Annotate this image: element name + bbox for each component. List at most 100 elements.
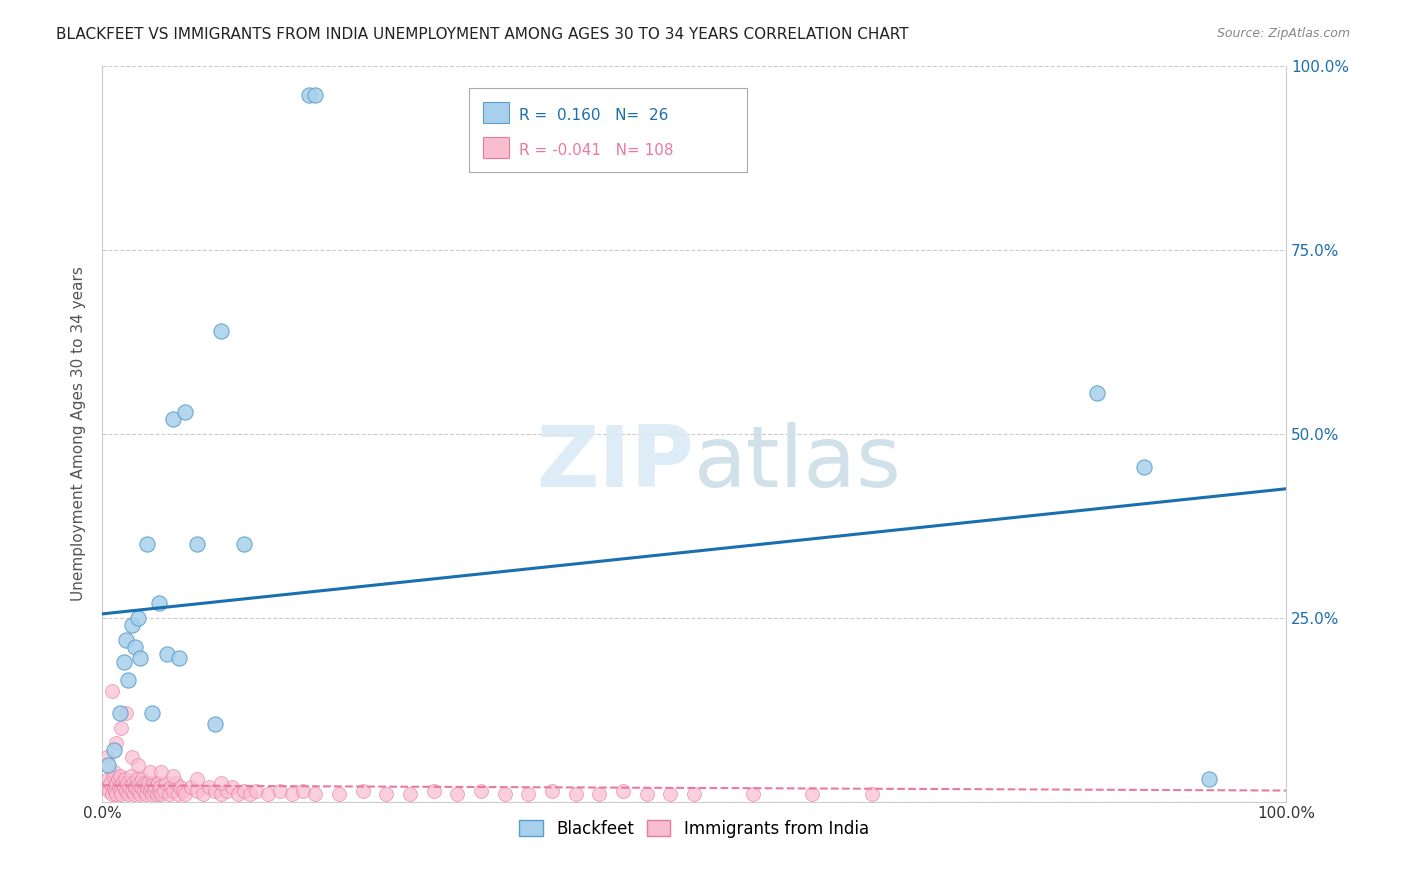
Text: ZIP: ZIP [536,422,695,505]
Point [683,787,706,801]
Y-axis label: Unemployment Among Ages 30 to 34 years: Unemployment Among Ages 30 to 34 years [72,266,86,601]
Point [162,783,184,797]
Point [127,783,149,797]
Point [152,783,174,797]
Point [105,776,128,790]
Point [1198,772,1220,787]
Point [186,783,208,797]
Point [860,787,883,801]
Legend: Blackfeet, Immigrants from India: Blackfeet, Immigrants from India [513,814,876,845]
Point [209,324,232,338]
Point [197,780,219,794]
Point [138,765,160,780]
Point [801,787,824,801]
Text: Source: ZipAtlas.com: Source: ZipAtlas.com [1216,27,1350,40]
Point [104,783,127,797]
Point [141,787,163,801]
Point [129,780,152,794]
Point [110,787,132,801]
Point [128,776,150,790]
Point [257,787,280,801]
Point [298,88,321,103]
Point [103,743,125,757]
Point [215,783,238,797]
Point [186,537,208,551]
Point [1133,459,1156,474]
Point [165,776,187,790]
Point [124,780,146,794]
Point [470,783,492,797]
Point [172,783,194,797]
Point [103,780,125,794]
Text: R =  0.160   N=  26: R = 0.160 N= 26 [519,108,668,123]
Point [125,772,148,787]
Point [145,787,167,801]
Point [124,640,146,654]
Point [105,736,128,750]
Point [204,717,226,731]
Point [103,765,125,780]
Point [233,537,256,551]
Point [129,787,152,801]
Point [115,783,138,797]
Point [157,787,180,801]
Point [186,772,208,787]
Point [107,780,129,794]
Point [399,787,422,801]
Point [145,780,167,794]
Point [122,776,145,790]
Point [115,706,138,721]
Point [517,787,540,801]
Point [122,787,145,801]
Point [328,787,350,801]
Bar [484,136,509,158]
Point [127,610,149,624]
Point [108,706,131,721]
Point [742,787,765,801]
Point [112,655,135,669]
Point [304,787,326,801]
Point [174,404,197,418]
Text: R = -0.041   N= 108: R = -0.041 N= 108 [519,143,673,158]
Point [191,787,214,801]
Point [422,783,444,797]
Point [209,776,232,790]
Point [121,750,143,764]
Point [564,787,586,801]
Point [129,651,152,665]
Point [134,776,156,790]
Point [160,780,183,794]
Point [142,776,165,790]
Point [143,783,166,797]
Point [97,757,120,772]
Point [98,783,121,797]
Point [155,776,177,790]
Point [162,769,184,783]
Point [1085,386,1108,401]
Point [228,787,250,801]
Point [139,780,162,794]
Point [167,651,190,665]
Point [180,780,202,794]
Point [107,772,129,787]
Point [221,780,243,794]
Point [269,783,291,797]
Point [121,618,143,632]
Point [149,780,172,794]
Point [304,88,326,103]
Point [150,787,173,801]
Point [169,780,191,794]
Point [115,632,138,647]
Point [146,776,169,790]
Point [141,706,163,721]
Point [117,787,139,801]
Point [108,783,131,797]
Point [280,787,302,801]
Point [135,787,157,801]
Bar [484,102,509,123]
Point [100,787,122,801]
Point [136,780,159,794]
Point [138,783,160,797]
Point [96,750,118,764]
Point [233,783,256,797]
